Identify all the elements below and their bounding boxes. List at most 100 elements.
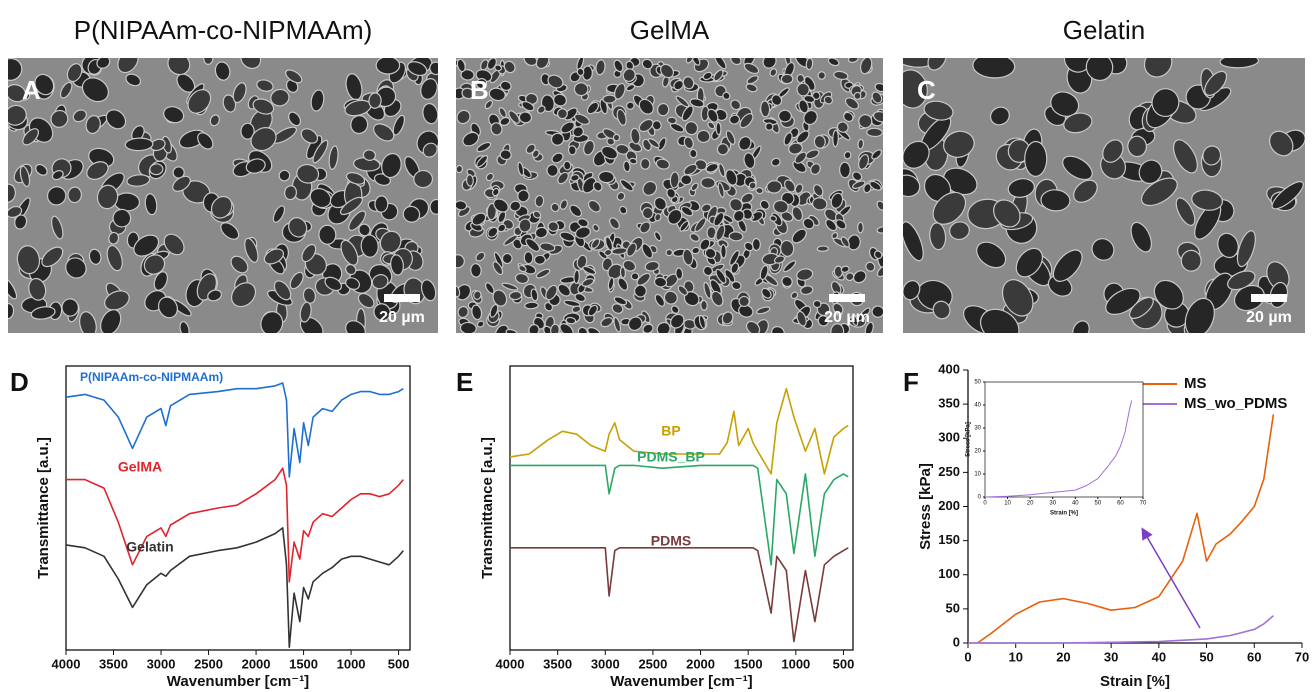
inset-arrow bbox=[1141, 527, 1201, 629]
pore bbox=[796, 268, 814, 281]
pore bbox=[872, 111, 883, 123]
pore bbox=[683, 136, 694, 150]
pore bbox=[780, 211, 794, 222]
x-tick-label: 500 bbox=[388, 656, 410, 671]
x-tick-label: 20 bbox=[1056, 649, 1070, 664]
pore bbox=[214, 61, 231, 81]
pore bbox=[105, 109, 127, 130]
pore bbox=[771, 326, 785, 333]
pore bbox=[569, 204, 583, 218]
pore bbox=[653, 196, 667, 211]
pore bbox=[979, 308, 1020, 333]
pore bbox=[832, 302, 844, 315]
pore bbox=[745, 83, 758, 93]
pore bbox=[143, 254, 166, 275]
pore bbox=[340, 239, 359, 266]
pore bbox=[533, 254, 546, 265]
pore bbox=[682, 248, 694, 266]
x-axis-label: Strain [%] bbox=[1050, 511, 1078, 517]
pore bbox=[675, 95, 690, 108]
pore bbox=[611, 303, 624, 314]
pore bbox=[800, 285, 814, 296]
pore bbox=[108, 231, 120, 245]
pore bbox=[803, 94, 816, 104]
pore bbox=[576, 254, 588, 270]
pore bbox=[827, 58, 840, 67]
y-axis-label: Transmittance [a.u.] bbox=[479, 437, 496, 579]
pore bbox=[559, 323, 574, 333]
pore bbox=[859, 58, 873, 75]
pore bbox=[230, 282, 257, 308]
pore bbox=[689, 98, 705, 108]
pore bbox=[876, 200, 883, 211]
pore bbox=[586, 101, 600, 115]
pore bbox=[751, 237, 761, 252]
pore bbox=[625, 84, 636, 92]
pore bbox=[456, 58, 466, 73]
pore bbox=[494, 324, 510, 333]
pore bbox=[781, 275, 793, 288]
pore bbox=[574, 226, 591, 239]
pore bbox=[508, 290, 523, 301]
pore bbox=[730, 99, 742, 111]
series-line bbox=[65, 527, 404, 648]
pore bbox=[490, 122, 503, 136]
pore bbox=[484, 99, 493, 110]
pore bbox=[871, 91, 883, 104]
pore bbox=[245, 158, 266, 174]
pore bbox=[492, 289, 508, 307]
pore bbox=[830, 192, 844, 209]
pore bbox=[88, 248, 102, 265]
pore bbox=[836, 121, 849, 133]
series-label: Gelatin bbox=[126, 539, 173, 555]
pore bbox=[858, 114, 873, 129]
pore bbox=[457, 305, 469, 319]
pore bbox=[731, 281, 742, 291]
pore bbox=[728, 231, 744, 242]
pore bbox=[636, 272, 651, 286]
scale-bar bbox=[1251, 294, 1287, 302]
pore bbox=[1143, 58, 1173, 78]
x-tick-label: 2000 bbox=[686, 656, 715, 671]
pore bbox=[523, 251, 534, 265]
series-label: PDMS_BP bbox=[637, 449, 705, 465]
pore bbox=[163, 233, 185, 256]
series-label: GelMA bbox=[118, 459, 162, 475]
pore bbox=[539, 242, 556, 252]
pore bbox=[1151, 88, 1180, 117]
y-tick-label: 20 bbox=[974, 449, 981, 455]
pore bbox=[85, 115, 101, 135]
pore bbox=[639, 221, 651, 234]
pore bbox=[476, 155, 489, 168]
pore bbox=[456, 164, 464, 174]
pore bbox=[284, 185, 298, 201]
pore bbox=[1268, 130, 1294, 157]
pore bbox=[857, 221, 864, 234]
pore bbox=[210, 195, 233, 219]
pore bbox=[598, 170, 615, 184]
pore bbox=[112, 208, 132, 228]
pore bbox=[638, 118, 654, 133]
pore bbox=[857, 138, 864, 150]
pore bbox=[503, 234, 518, 246]
pore bbox=[535, 58, 550, 70]
pore bbox=[1063, 112, 1093, 134]
scale-bar bbox=[829, 294, 865, 302]
pore bbox=[802, 217, 815, 230]
pore bbox=[876, 265, 883, 278]
pore bbox=[825, 218, 838, 232]
pore bbox=[609, 217, 620, 230]
pore bbox=[817, 315, 830, 327]
series-label: P(NIPAAm-co-NIPMAAm) bbox=[80, 370, 223, 384]
pore bbox=[413, 169, 434, 189]
pore bbox=[285, 79, 299, 93]
pore bbox=[773, 255, 786, 264]
pore bbox=[794, 151, 807, 164]
pore bbox=[328, 145, 339, 170]
pore bbox=[1128, 296, 1154, 319]
pore bbox=[187, 89, 212, 114]
y-tick-label: 350 bbox=[938, 396, 960, 411]
pore bbox=[1140, 177, 1178, 207]
pore bbox=[420, 279, 437, 302]
pore bbox=[289, 271, 304, 290]
